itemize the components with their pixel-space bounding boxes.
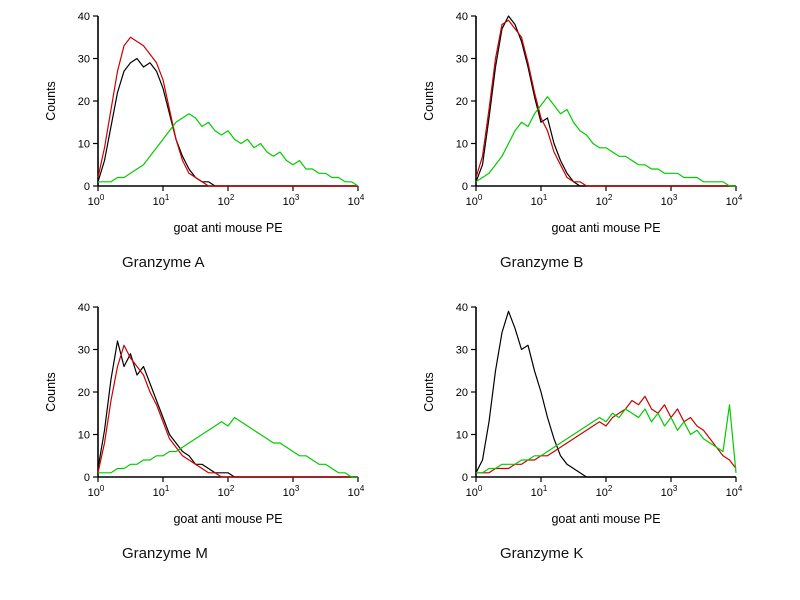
red-trace — [476, 395, 737, 474]
y-axis-label: Counts — [422, 81, 436, 121]
x-tick-label: 100 — [88, 193, 105, 208]
y-tick-label: 0 — [84, 472, 90, 484]
red-trace — [475, 19, 736, 187]
panel-granzyme-a: 0 10 20 30 40 100 101 102 103 104 goat anti mouse … — [42, 6, 382, 271]
y-tick-label: 30 — [456, 54, 468, 66]
panel-granzyme-m: 0 10 20 30 40 100 101 102 103 104 goat anti mouse … — [42, 297, 382, 562]
x-tick-label: 103 — [283, 484, 300, 499]
y-tick-label: 0 — [462, 472, 468, 484]
histogram-svg: 0 10 20 30 40 100 101 102 103 104 goat anti mouse … — [422, 11, 743, 235]
histogram-svg: 0 10 20 30 40 100 101 102 103 104 goat anti mouse … — [44, 302, 365, 526]
y-tick-label: 40 — [78, 302, 90, 314]
y-tick-label: 10 — [456, 139, 468, 151]
y-tick-label: 20 — [78, 387, 90, 399]
y-tick-label: 20 — [456, 387, 468, 399]
x-tick-label: 104 — [726, 484, 743, 499]
x-tick-label: 104 — [348, 193, 365, 208]
panel-title-granzyme-k: Granzyme K — [500, 545, 584, 562]
histogram-svg: 0 10 20 30 40 100 101 102 103 104 goat anti mouse … — [422, 302, 743, 526]
y-tick-label: 30 — [78, 54, 90, 66]
x-tick-label: 100 — [466, 193, 483, 208]
y-tick-label: 40 — [78, 11, 90, 23]
y-tick-label: 40 — [456, 11, 468, 23]
x-tick-label: 100 — [466, 484, 483, 499]
y-tick-label: 0 — [462, 181, 468, 193]
red-trace — [97, 344, 358, 478]
x-axis-label: goat anti mouse PE — [173, 512, 282, 526]
y-tick-label: 30 — [78, 345, 90, 357]
x-tick-label: 103 — [283, 193, 300, 208]
y-tick-label: 20 — [78, 96, 90, 108]
black-trace — [97, 340, 358, 478]
y-axis-label: Counts — [422, 372, 436, 412]
x-axis-label: goat anti mouse PE — [551, 512, 660, 526]
green-trace — [98, 113, 359, 187]
y-tick-label: 0 — [84, 181, 90, 193]
y-tick-label: 10 — [78, 430, 90, 442]
x-tick-label: 104 — [726, 193, 743, 208]
x-axis-label: goat anti mouse PE — [551, 221, 660, 235]
x-tick-label: 101 — [153, 193, 170, 208]
y-axis-label: Counts — [44, 81, 58, 121]
panel-title-granzyme-m: Granzyme M — [122, 545, 208, 562]
black-trace — [475, 310, 736, 478]
histogram-granzyme-m: 0 10 20 30 40 100 101 102 103 104 goat anti mouse … — [42, 297, 372, 529]
green-trace — [98, 416, 358, 478]
x-tick-label: 101 — [153, 484, 170, 499]
x-tick-label: 103 — [661, 193, 678, 208]
y-tick-label: 40 — [456, 302, 468, 314]
y-tick-label: 30 — [456, 345, 468, 357]
green-trace — [476, 404, 737, 474]
y-tick-label: 10 — [456, 430, 468, 442]
x-tick-label: 102 — [218, 193, 235, 208]
black-trace — [475, 15, 736, 187]
x-tick-label: 103 — [661, 484, 678, 499]
x-tick-label: 102 — [596, 193, 613, 208]
histogram-svg: 0 10 20 30 40 100 101 102 103 104 goat anti mouse … — [44, 11, 365, 235]
x-axis-label: goat anti mouse PE — [173, 221, 282, 235]
flow-cytometry-figure: 0 10 20 30 40 100 101 102 103 104 goat anti mouse … — [42, 6, 760, 562]
x-tick-label: 104 — [348, 484, 365, 499]
panel-granzyme-b: 0 10 20 30 40 100 101 102 103 104 goat anti mouse … — [420, 6, 760, 271]
red-trace — [97, 36, 358, 187]
x-tick-label: 102 — [596, 484, 613, 499]
panel-granzyme-k: 0 10 20 30 40 100 101 102 103 104 goat anti mouse … — [420, 297, 760, 562]
histogram-granzyme-b: 0 10 20 30 40 100 101 102 103 104 goat anti mouse … — [420, 6, 750, 238]
x-tick-label: 102 — [218, 484, 235, 499]
x-tick-label: 101 — [531, 193, 548, 208]
histogram-granzyme-a: 0 10 20 30 40 100 101 102 103 104 goat anti mouse … — [42, 6, 372, 238]
y-tick-label: 20 — [456, 96, 468, 108]
panel-title-granzyme-a: Granzyme A — [122, 254, 205, 271]
x-tick-label: 101 — [531, 484, 548, 499]
black-trace — [97, 57, 358, 187]
green-trace — [475, 96, 736, 187]
y-axis-label: Counts — [44, 372, 58, 412]
panel-title-granzyme-b: Granzyme B — [500, 254, 584, 271]
histogram-granzyme-k: 0 10 20 30 40 100 101 102 103 104 goat anti mouse … — [420, 297, 750, 529]
x-tick-label: 100 — [88, 484, 105, 499]
y-tick-label: 10 — [78, 139, 90, 151]
